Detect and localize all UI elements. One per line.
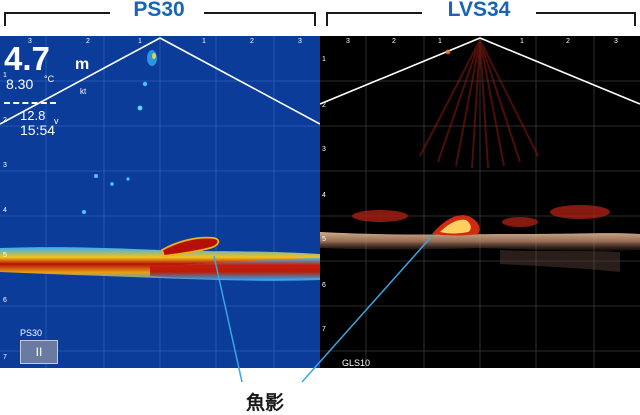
- water-temperature: 8.30: [6, 76, 34, 92]
- ps30-sonar-panel: 1 2 3 4 5 6 7 3 2 1 1 2 3 4.7 m 8.30 °C …: [0, 36, 320, 368]
- lvs34-sonar-display: [320, 36, 640, 368]
- ps30-fish-echo: [160, 236, 220, 257]
- lvs34-range-label-1: 3: [346, 38, 350, 45]
- pause-button[interactable]: II: [20, 340, 58, 364]
- lvs34-depth-label-5: 5: [322, 236, 326, 243]
- ps30-depth-label-1: 1: [3, 72, 7, 79]
- left-header-title: PS30: [133, 0, 185, 21]
- right-header-tick-a: [326, 12, 328, 26]
- ps30-range-label-1: 3: [28, 38, 32, 45]
- ps30-depth-label-3: 3: [3, 162, 7, 169]
- lvs34-range-label-5: 2: [566, 38, 570, 45]
- speed-unit: kt: [80, 87, 87, 96]
- lvs34-sonar-panel: 1 2 3 4 5 6 7 3 2 1 1 2 3 GLS10: [320, 36, 640, 368]
- left-header-tick-b: [314, 12, 316, 26]
- right-header-title: LVS34: [447, 0, 511, 21]
- lvs34-seabed-shadow: [500, 250, 620, 272]
- lvs34-beam-lines: [320, 37, 640, 105]
- speed-suffix: v: [54, 116, 59, 126]
- lvs34-grid: [320, 36, 640, 368]
- lvs34-depth-label-2: 2: [322, 102, 326, 109]
- ps30-grid: [0, 36, 320, 368]
- lvs34-source-tag: GLS10: [342, 358, 371, 368]
- right-header-tick-b: [634, 12, 636, 26]
- lvs34-range-label-4: 1: [520, 38, 524, 45]
- depth-readout: 4.7: [4, 40, 50, 77]
- ps30-sonar-display: [0, 36, 320, 368]
- ps30-depth-label-2: 2: [3, 117, 7, 124]
- lvs34-depth-label-3: 3: [322, 146, 326, 153]
- pause-icon: II: [35, 345, 43, 359]
- lvs34-depth-label-7: 7: [322, 326, 326, 333]
- speed-divider: [4, 102, 56, 104]
- ps30-range-label-5: 2: [250, 38, 254, 45]
- ps30-depth-label-6: 6: [3, 297, 7, 304]
- fish-shadow-caption: 魚影: [246, 392, 285, 414]
- lvs34-depth-label-6: 6: [322, 282, 326, 289]
- depth-unit: m: [75, 56, 90, 73]
- ps30-depth-label-5: 5: [3, 252, 7, 259]
- left-header-tick-a: [4, 12, 6, 26]
- lvs34-beam-streaks: [419, 39, 539, 169]
- left-header-line-a: [4, 12, 110, 14]
- lvs34-range-label-3: 1: [438, 38, 442, 45]
- lvs34-fish-echo-core: [440, 219, 471, 234]
- right-header-line-b: [536, 12, 636, 14]
- ps30-range-label-3: 1: [138, 38, 142, 45]
- lvs34-midwater-echoes: [352, 49, 610, 227]
- speed-readout: 12.8: [20, 108, 46, 123]
- ps30-range-label-6: 3: [298, 38, 302, 45]
- ps30-source-tag: PS30: [20, 328, 43, 338]
- lvs34-depth-label-1: 1: [322, 56, 326, 63]
- ps30-depth-label-4: 4: [3, 207, 7, 214]
- ps30-depth-label-7: 7: [3, 354, 7, 361]
- ps30-range-label-4: 1: [202, 38, 206, 45]
- ps30-range-label-2: 2: [86, 38, 90, 45]
- lvs34-range-label-2: 2: [392, 38, 396, 45]
- right-header-line-a: [326, 12, 422, 14]
- temperature-unit: °C: [44, 74, 55, 84]
- lvs34-range-label-6: 3: [614, 38, 618, 45]
- ps30-scatter-echoes: [40, 50, 157, 350]
- clock-readout: 15:54: [20, 122, 56, 138]
- ps30-beam-lines: [0, 37, 320, 125]
- left-header-line-b: [204, 12, 316, 14]
- lvs34-depth-label-4: 4: [322, 192, 326, 199]
